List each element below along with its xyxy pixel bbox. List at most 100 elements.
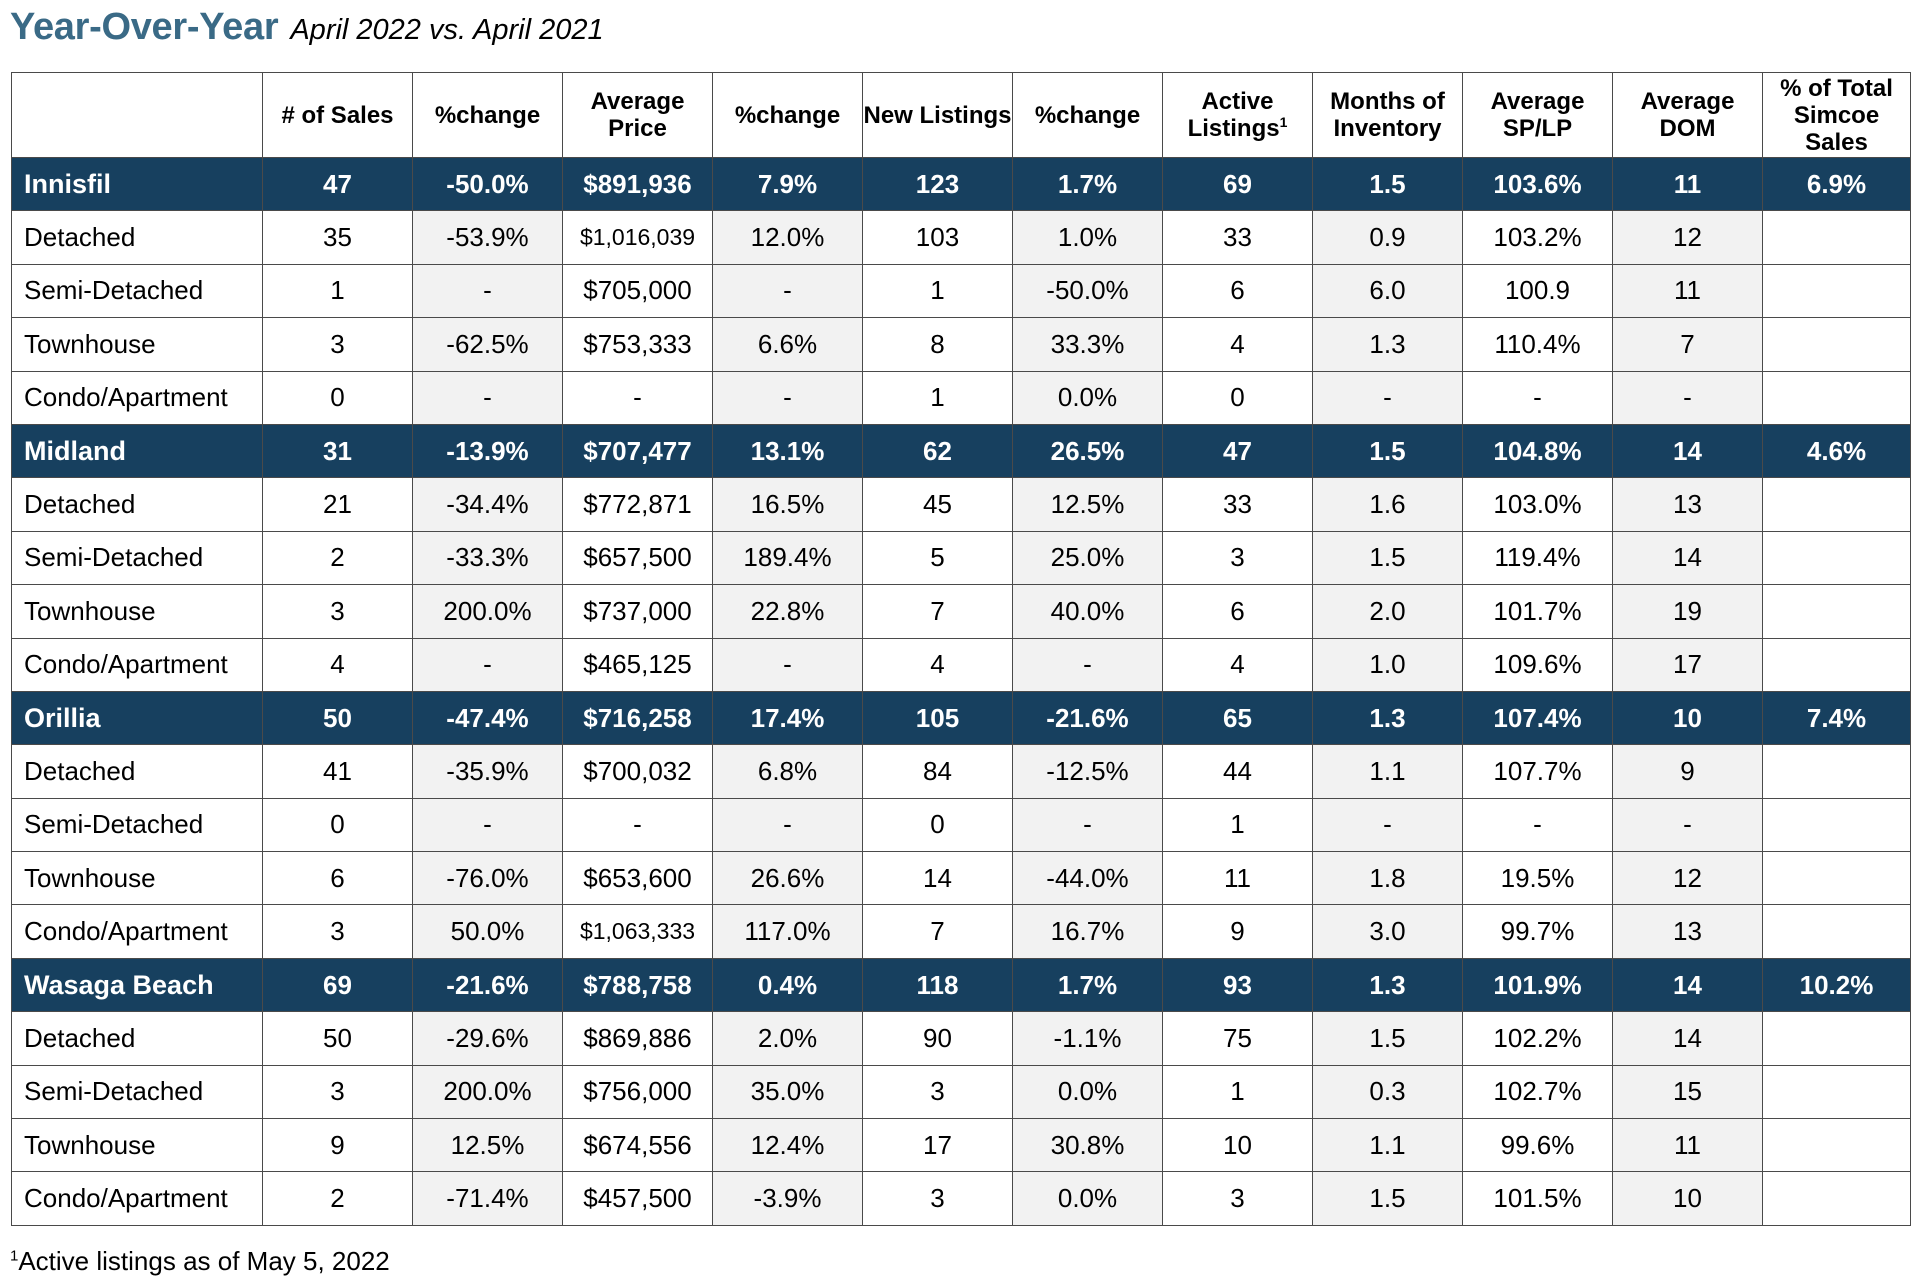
table-cell: -29.6% <box>412 1011 563 1066</box>
table-cell: 14 <box>1612 1011 1763 1066</box>
table-cell: $788,758 <box>562 957 713 1013</box>
table-cell: 33 <box>1162 210 1313 265</box>
footnote-marker: 1 <box>10 1247 19 1265</box>
table-cell: 19.5% <box>1462 851 1613 906</box>
table-cell: - <box>412 637 563 692</box>
column-header-label: %change <box>434 101 541 129</box>
table-cell: - <box>1462 370 1613 425</box>
table-cell: 103.2% <box>1462 210 1613 265</box>
table-cell: 11 <box>1612 263 1763 319</box>
table-cell: 3 <box>262 904 413 959</box>
table-cell: 103.0% <box>1462 477 1613 532</box>
table-cell: 17 <box>862 1118 1013 1173</box>
table-cell: $753,333 <box>562 317 713 372</box>
table-row: Semi-Detached 0- - -0-1- - - <box>11 797 1911 853</box>
table-cell: 1.3 <box>1312 317 1463 372</box>
table-cell: 33 <box>1162 477 1313 532</box>
table-cell: $674,556 <box>562 1118 713 1173</box>
table-cell: $891,936 <box>562 156 713 212</box>
table-cell: -21.6% <box>412 957 563 1013</box>
table-cell: $653,600 <box>562 851 713 906</box>
table-cell: 14 <box>1612 423 1763 479</box>
table-cell: 100.9 <box>1462 263 1613 319</box>
table-cell <box>1762 851 1911 906</box>
row-label: Townhouse <box>11 584 263 639</box>
table-cell: 10 <box>1612 690 1763 746</box>
table-cell: 189.4% <box>712 530 863 586</box>
yoy-table: # of Sales %change Average Price %change New… <box>11 72 1911 1226</box>
table-cell: 4 <box>862 637 1013 692</box>
table-cell: -12.5% <box>1012 744 1163 799</box>
table-cell: 0 <box>862 797 1013 853</box>
table-cell: 200.0% <box>412 584 563 639</box>
table-cell: - <box>1612 797 1763 853</box>
table-cell: 103 <box>862 210 1013 265</box>
table-cell: 50.0% <box>412 904 563 959</box>
table-cell: -44.0% <box>1012 851 1163 906</box>
table-cell: 0.9 <box>1312 210 1463 265</box>
row-label: Condo/Apartment <box>11 370 263 425</box>
table-cell: 1.0% <box>1012 210 1163 265</box>
column-header: %change <box>412 72 563 158</box>
table-cell: 35.0% <box>712 1064 863 1120</box>
table-cell: 1.6 <box>1312 477 1463 532</box>
table-cell <box>1762 370 1911 425</box>
table-cell: 11 <box>1612 1118 1763 1173</box>
table-cell: $737,000 <box>562 584 713 639</box>
table-cell: 45 <box>862 477 1013 532</box>
table-cell: 1 <box>862 263 1013 319</box>
table-cell: - <box>712 370 863 425</box>
table-cell: - <box>1312 370 1463 425</box>
table-cell: 17.4% <box>712 690 863 746</box>
table-cell: 44 <box>1162 744 1313 799</box>
table-cell: $700,032 <box>562 744 713 799</box>
table-cell <box>1762 1064 1911 1120</box>
table-cell: 11 <box>1162 851 1313 906</box>
table-cell <box>1762 904 1911 959</box>
row-label: Detached <box>11 1011 263 1066</box>
table-cell: 1.5 <box>1312 156 1463 212</box>
table-cell <box>1762 637 1911 692</box>
table-cell <box>1762 797 1911 853</box>
table-cell: 21 <box>262 477 413 532</box>
table-cell: 107.7% <box>1462 744 1613 799</box>
table-cell: 102.7% <box>1462 1064 1613 1120</box>
row-label: Detached <box>11 744 263 799</box>
table-cell: 12 <box>1612 210 1763 265</box>
column-header: Active Listings1 <box>1162 72 1313 158</box>
table-cell: 6.0 <box>1312 263 1463 319</box>
row-label: Detached <box>11 210 263 265</box>
row-label: Townhouse <box>11 1118 263 1173</box>
table-cell: -34.4% <box>412 477 563 532</box>
column-header: %change <box>1012 72 1163 158</box>
table-cell: 6.8% <box>712 744 863 799</box>
table-cell: - <box>1462 797 1613 853</box>
table-cell: 11 <box>1612 156 1763 212</box>
table-cell: 47 <box>262 156 413 212</box>
table-cell: 10 <box>1612 1171 1763 1226</box>
table-cell: 9 <box>262 1118 413 1173</box>
row-label: Detached <box>11 477 263 532</box>
table-cell: - <box>412 263 563 319</box>
table-cell: 7 <box>862 584 1013 639</box>
row-label: Wasaga Beach <box>11 957 263 1013</box>
table-cell: - <box>412 797 563 853</box>
table-cell: 0.0% <box>1012 370 1163 425</box>
column-header-label: Average DOM <box>1640 88 1735 142</box>
table-cell: 1.1 <box>1312 1118 1463 1173</box>
table-cell: 0 <box>1162 370 1313 425</box>
table-cell: 22.8% <box>712 584 863 639</box>
row-label: Townhouse <box>11 317 263 372</box>
table-cell: 103.6% <box>1462 156 1613 212</box>
table-cell: 7.4% <box>1762 690 1911 746</box>
table-cell: 119.4% <box>1462 530 1613 586</box>
footnote-reference: 1 <box>1279 114 1288 130</box>
column-header: % of Total Simcoe Sales <box>1762 72 1911 158</box>
column-header <box>11 72 263 158</box>
table-cell <box>1762 210 1911 265</box>
table-cell: $756,000 <box>562 1064 713 1120</box>
table-cell: - <box>712 263 863 319</box>
column-header-label: Average SP/LP <box>1490 88 1585 142</box>
table-cell: 109.6% <box>1462 637 1613 692</box>
table-cell <box>1762 477 1911 532</box>
